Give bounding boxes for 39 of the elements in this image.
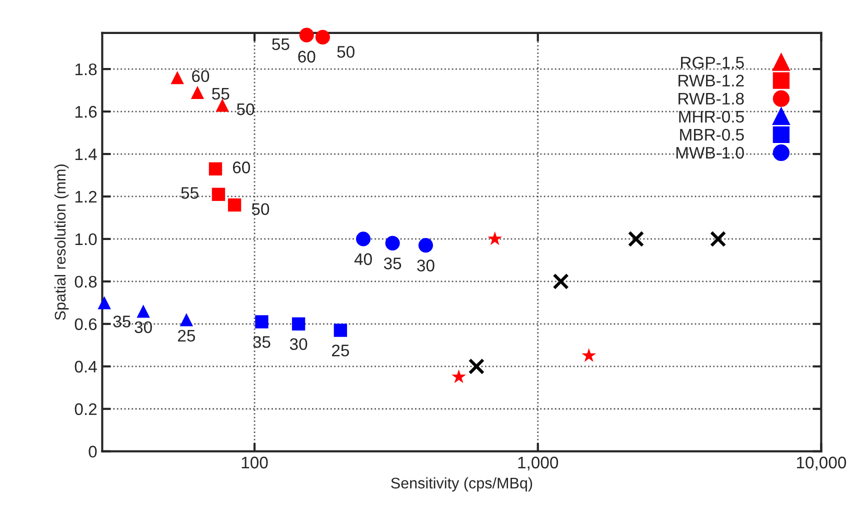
annotation: 35 [253, 336, 270, 348]
annotation: 25 [178, 330, 196, 342]
annotation: 30 [290, 338, 308, 350]
annotation: 55 [181, 187, 198, 199]
annotation: 60 [232, 162, 250, 174]
legend-label: RWB-1.8 [678, 92, 744, 105]
annotation: 50 [337, 46, 354, 58]
annotation: 55 [272, 38, 290, 50]
x-axis-title: Sensitivity (cps/MBq) [391, 477, 532, 492]
y-tick-label: 0.4 [74, 360, 97, 373]
annotation: 60 [298, 50, 316, 63]
x-tick-label: 100 [242, 456, 268, 468]
y-tick-label: 1.4 [75, 148, 97, 160]
annotation: 35 [113, 316, 130, 328]
annotation: 55 [212, 88, 230, 100]
annotation: 35 [384, 258, 402, 270]
y-tick-label: 0 [88, 446, 97, 458]
annotation: 50 [252, 203, 270, 216]
legend-label: MHR-0.5 [679, 110, 744, 123]
y-tick-label: 0.8 [74, 276, 97, 288]
legend-label: RWB-1.2 [678, 74, 744, 86]
legend-label: MWB-1.0 [676, 146, 744, 159]
annotation: 60 [192, 70, 210, 82]
annotation: 50 [236, 103, 254, 116]
annotation: 30 [134, 321, 152, 334]
y-axis-title: Spatial resolution (mm) [54, 164, 69, 320]
annotation: 30 [417, 260, 434, 272]
annotation: 40 [354, 253, 372, 266]
y-tick-label: 0.2 [74, 403, 97, 416]
y-tick-label: 1.6 [75, 106, 97, 118]
y-tick-label: 1.2 [75, 190, 97, 203]
annotation: 25 [332, 344, 350, 356]
y-tick-label: 1.8 [75, 63, 97, 76]
y-tick-label: 1.0 [75, 233, 97, 246]
x-tick-label: 1,000 [518, 456, 558, 470]
legend-label: MBR-0.5 [680, 128, 744, 141]
x-tick-label: 10,000 [796, 456, 846, 470]
legend-label: RGP-1.5 [681, 56, 744, 69]
y-tick-label: 0.6 [74, 318, 97, 330]
